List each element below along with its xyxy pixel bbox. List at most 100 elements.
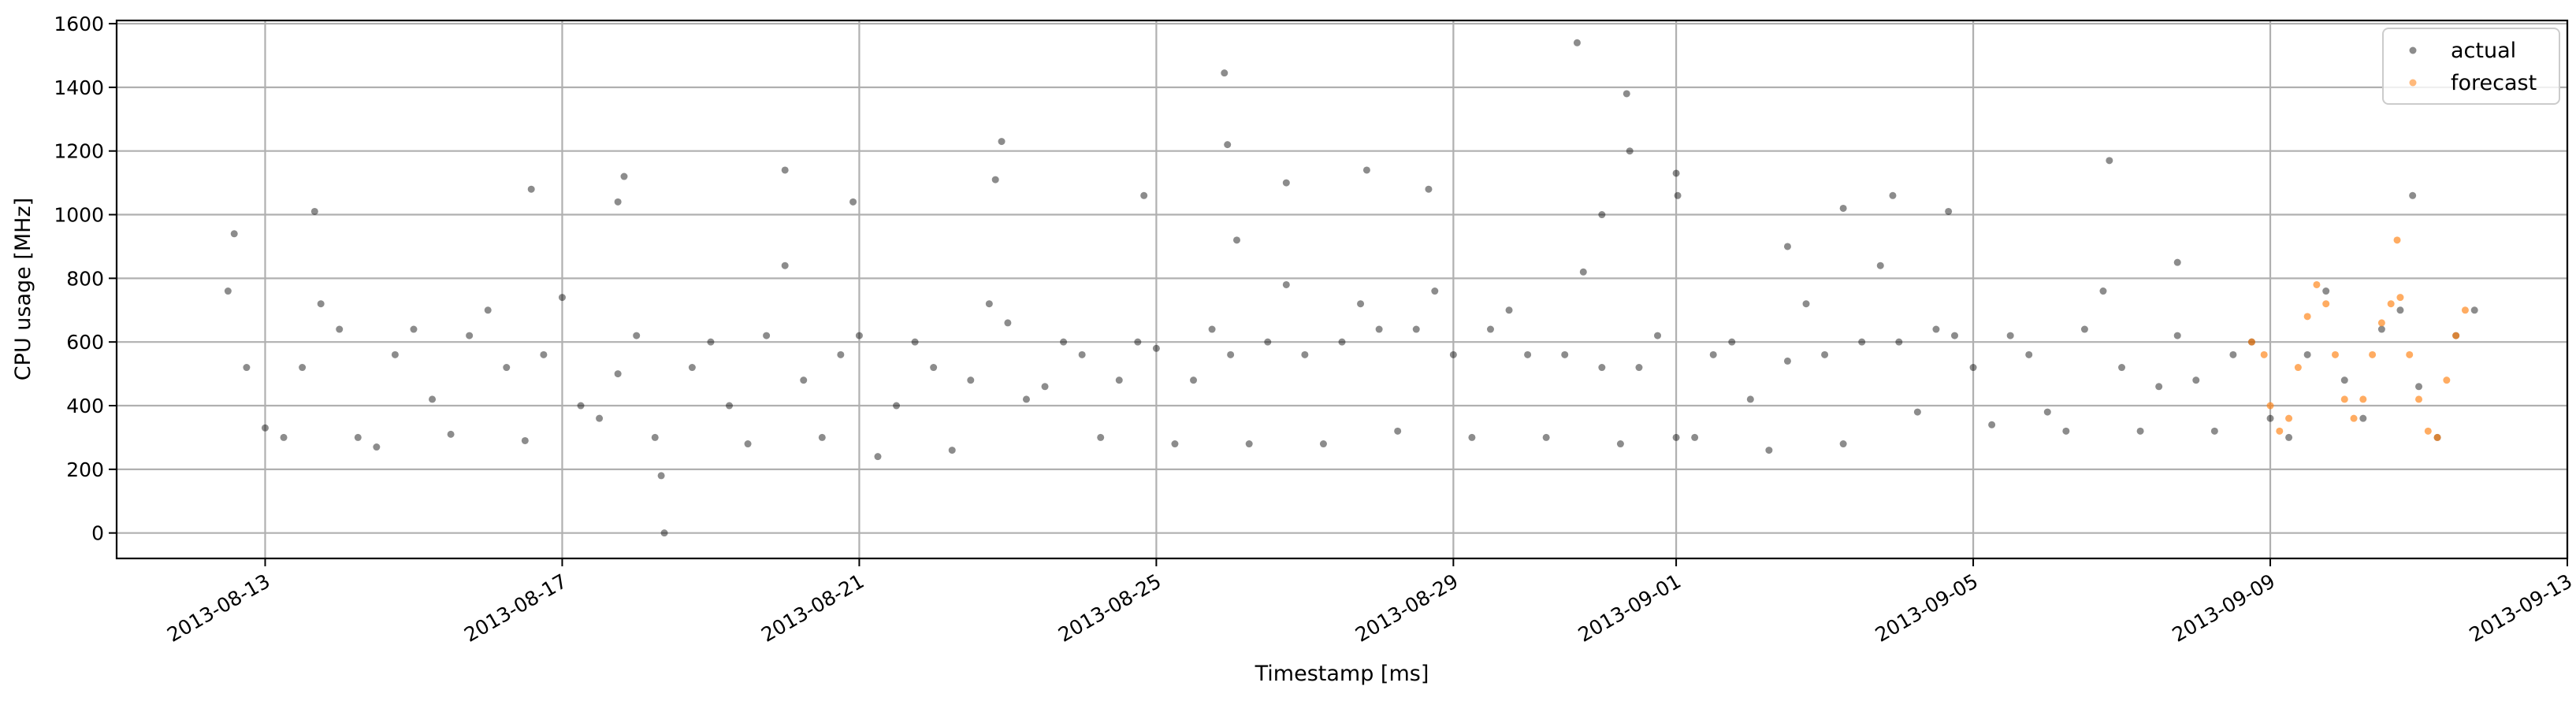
actual-point (224, 287, 232, 295)
actual-point (1932, 325, 1940, 333)
actual-point (1319, 440, 1327, 448)
actual-point (1821, 350, 1829, 358)
actual-point (1616, 440, 1624, 448)
actual-point (1945, 207, 1953, 215)
actual-point (1425, 185, 1433, 193)
actual-point (1301, 350, 1309, 358)
forecast-point (2350, 414, 2358, 422)
actual-point (1208, 325, 1216, 333)
actual-point (744, 440, 752, 448)
forecast-point (2359, 395, 2367, 403)
legend: actual forecast (2382, 28, 2560, 105)
actual-point (1060, 338, 1068, 346)
actual-point (2173, 332, 2181, 339)
actual-point (299, 364, 307, 372)
actual-point (1022, 395, 1030, 403)
actual-point (1746, 395, 1754, 403)
actual-point (763, 332, 771, 339)
actual-point (410, 325, 418, 333)
actual-point (1412, 325, 1420, 333)
actual-point (1889, 191, 1897, 199)
actual-point (2340, 376, 2348, 384)
actual-point (1338, 338, 1346, 346)
actual-point (1134, 338, 1142, 346)
actual-point (651, 433, 659, 441)
actual-point (2359, 414, 2367, 422)
actual-point (1709, 350, 1717, 358)
actual-point (373, 443, 381, 451)
actual-point (466, 332, 474, 339)
actual-point (2025, 350, 2033, 358)
actual-point (261, 424, 269, 432)
actual-point (484, 306, 492, 314)
forecast-point (2396, 294, 2404, 302)
actual-point (1626, 147, 1634, 155)
forecast-point (2415, 395, 2423, 403)
y-tick-label: 1600 (54, 13, 104, 35)
actual-point (1783, 243, 1791, 250)
actual-point (2192, 376, 2200, 384)
actual-point (781, 166, 789, 174)
actual-point (2396, 306, 2404, 314)
plot-frame (115, 19, 2569, 560)
actual-point (948, 447, 956, 454)
actual-point (540, 350, 548, 358)
actual-point (577, 402, 585, 410)
actual-point (1004, 319, 1012, 327)
actual-point (2118, 364, 2126, 372)
actual-point (660, 529, 668, 537)
forecast-point (2294, 364, 2302, 372)
actual-point (280, 433, 288, 441)
y-tick-label: 800 (66, 267, 104, 290)
y-tick-label: 600 (66, 331, 104, 354)
actual-point (633, 332, 641, 339)
actual-point (1224, 141, 1232, 149)
actual-point (2285, 433, 2293, 441)
actual-point (985, 300, 993, 308)
actual-point (2136, 427, 2144, 435)
actual-point (243, 364, 251, 372)
actual-point (1635, 364, 1643, 372)
actual-point (1839, 440, 1847, 448)
actual-point (1672, 169, 1680, 177)
forecast-point (2424, 427, 2432, 435)
actual-point (1505, 306, 1513, 314)
actual-point (391, 350, 399, 358)
forecast-point (2266, 402, 2274, 410)
actual-point (1598, 211, 1606, 219)
actual-point (1282, 179, 1290, 187)
actual-point (911, 338, 919, 346)
actual-point (1431, 287, 1439, 295)
actual-point (1876, 261, 1884, 269)
x-axis-label: Timestamp [ms] (1255, 662, 1429, 686)
actual-point (1858, 338, 1866, 346)
legend-actual-marker (2409, 46, 2417, 54)
actual-point (1623, 90, 1630, 98)
actual-point (930, 364, 938, 372)
actual-point (1802, 300, 1810, 308)
actual-point (1171, 440, 1179, 448)
actual-point (503, 364, 511, 372)
actual-point (310, 207, 318, 215)
actual-point (1097, 433, 1105, 441)
actual-point (2006, 332, 2014, 339)
actual-point (855, 332, 863, 339)
actual-point (230, 230, 238, 238)
actual-point (2229, 350, 2237, 358)
actual-point (2266, 414, 2274, 422)
actual-point (1579, 268, 1587, 276)
y-tick-label: 400 (66, 395, 104, 417)
actual-point (1561, 350, 1569, 358)
actual-point (558, 294, 566, 302)
actual-point (893, 402, 901, 410)
actual-point (1394, 427, 1402, 435)
forecast-point (2340, 395, 2348, 403)
forecast-point (2322, 300, 2330, 308)
actual-point (2062, 427, 2070, 435)
actual-point (1152, 344, 1160, 352)
actual-point (800, 376, 808, 384)
forecast-point (2285, 414, 2293, 422)
actual-point (317, 300, 325, 308)
legend-box (2382, 28, 2560, 105)
actual-point (991, 176, 999, 184)
